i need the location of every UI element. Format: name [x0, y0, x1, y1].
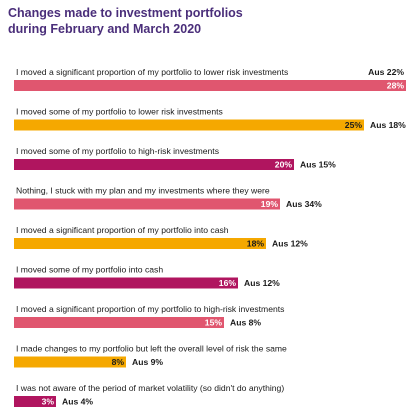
bar-group: I moved a significant proportion of my p… [14, 67, 406, 91]
bar-group: I moved a significant proportion of my p… [14, 225, 308, 249]
bar [14, 396, 56, 407]
aus-comparison-label: Aus 4% [62, 397, 93, 407]
bar-group: Nothing, I stuck with my plan and my inv… [14, 186, 322, 210]
bar-group: I moved some of my portfolio into cash 16… [14, 265, 280, 289]
category-label: I was not aware of the period of market … [16, 383, 284, 393]
value-label: 3% [42, 397, 55, 407]
aus-comparison-label: Aus 9% [132, 357, 163, 367]
value-label: 28% [387, 81, 405, 91]
bar [14, 277, 238, 289]
category-label: I moved a significant proportion of my p… [16, 225, 229, 235]
category-label: Nothing, I stuck with my plan and my inv… [16, 186, 270, 196]
bar [14, 159, 294, 170]
aus-comparison-label: Aus 12% [272, 239, 308, 249]
aus-comparison-label: Aus 22% [368, 67, 404, 77]
value-label: 19% [261, 199, 279, 209]
aus-comparison-label: Aus 12% [244, 278, 280, 288]
bar [14, 317, 224, 328]
bar-group: I was not aware of the period of market … [14, 383, 284, 407]
aus-comparison-label: Aus 34% [286, 199, 322, 209]
value-label: 8% [112, 357, 125, 367]
aus-comparison-label: Aus 15% [300, 160, 336, 170]
aus-comparison-label: Aus 18% [370, 120, 406, 130]
chart-title-line-1: Changes made to investment portfolios [8, 6, 243, 20]
bar [14, 80, 406, 91]
bar-group: I moved some of my portfolio to high-ris… [14, 146, 336, 170]
category-label: I moved a significant proportion of my p… [16, 67, 288, 77]
bar [14, 238, 266, 249]
bar [14, 119, 364, 131]
value-label: 16% [219, 278, 237, 288]
value-label: 20% [275, 160, 293, 170]
value-label: 18% [247, 239, 265, 249]
category-label: I moved some of my portfolio into cash [16, 265, 163, 275]
category-label: I moved some of my portfolio to high-ris… [16, 146, 219, 156]
value-label: 25% [345, 120, 363, 130]
category-label: I moved a significant proportion of my p… [16, 304, 284, 314]
value-label: 15% [205, 318, 223, 328]
bar-group: I moved some of my portfolio to lower ri… [14, 107, 406, 131]
bar-group: I moved a significant proportion of my p… [14, 304, 284, 328]
bar [14, 356, 126, 368]
category-label: I made changes to my portfolio but left … [16, 344, 287, 354]
bar-group: I made changes to my portfolio but left … [14, 344, 287, 368]
aus-comparison-label: Aus 8% [230, 318, 261, 328]
chart-title-line-2: during February and March 2020 [8, 22, 202, 36]
chart-title: Changes made to investment portfolios du… [8, 5, 408, 37]
category-label: I moved some of my portfolio to lower ri… [16, 107, 223, 117]
bar [14, 198, 280, 210]
